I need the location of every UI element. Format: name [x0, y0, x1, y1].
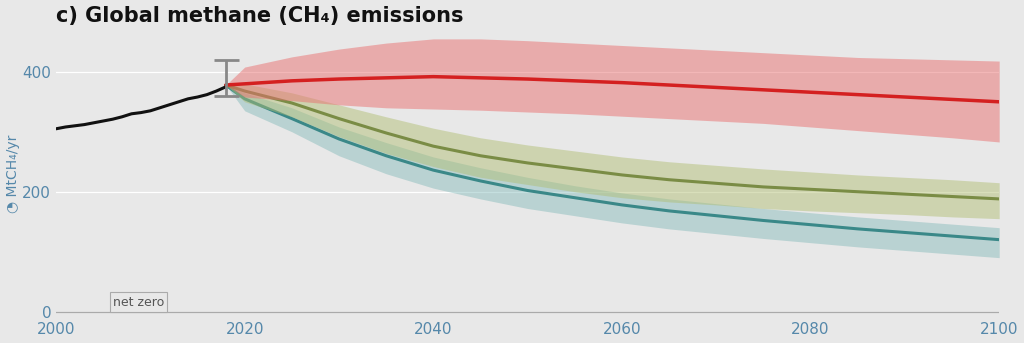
Text: c) Global methane (CH₄) emissions: c) Global methane (CH₄) emissions	[56, 5, 464, 26]
Text: net zero: net zero	[113, 296, 164, 309]
Y-axis label: ◔ MtCH₄/yr: ◔ MtCH₄/yr	[5, 134, 19, 213]
